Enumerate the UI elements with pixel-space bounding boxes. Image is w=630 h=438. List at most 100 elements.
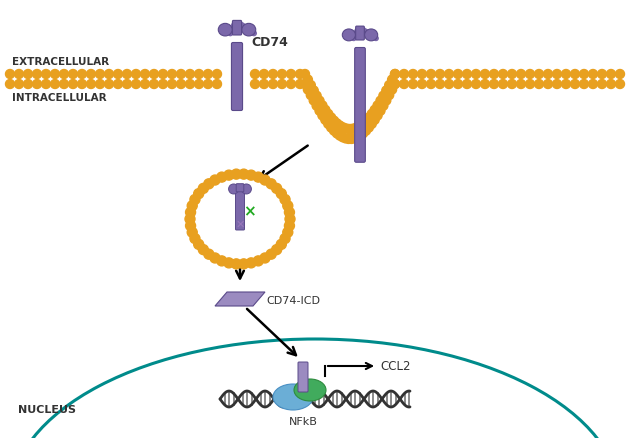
- Circle shape: [69, 80, 77, 89]
- FancyBboxPatch shape: [298, 362, 308, 392]
- Circle shape: [14, 71, 23, 79]
- Text: INTRACELLULAR: INTRACELLULAR: [12, 93, 106, 103]
- Circle shape: [96, 71, 105, 79]
- Circle shape: [105, 71, 113, 79]
- Circle shape: [364, 124, 374, 133]
- Circle shape: [616, 80, 624, 89]
- Text: CD74-ICD: CD74-ICD: [266, 295, 320, 305]
- Circle shape: [508, 71, 517, 79]
- Circle shape: [338, 134, 347, 142]
- Circle shape: [326, 114, 336, 123]
- Circle shape: [284, 208, 294, 218]
- Circle shape: [231, 170, 241, 180]
- Circle shape: [580, 71, 588, 79]
- Circle shape: [525, 71, 534, 79]
- Circle shape: [287, 80, 295, 89]
- Circle shape: [350, 134, 359, 144]
- Circle shape: [268, 71, 277, 79]
- Circle shape: [382, 97, 391, 106]
- Circle shape: [105, 80, 113, 89]
- Circle shape: [454, 80, 462, 89]
- Circle shape: [329, 117, 338, 126]
- Circle shape: [301, 71, 309, 79]
- Text: EXTRACELLULAR: EXTRACELLULAR: [12, 57, 109, 67]
- Circle shape: [280, 195, 290, 205]
- Circle shape: [353, 134, 362, 142]
- Circle shape: [284, 221, 294, 231]
- Circle shape: [260, 254, 270, 263]
- Circle shape: [399, 71, 408, 79]
- Circle shape: [376, 107, 385, 116]
- Ellipse shape: [218, 24, 232, 37]
- Circle shape: [251, 71, 260, 79]
- Circle shape: [246, 258, 256, 268]
- Circle shape: [185, 71, 195, 79]
- Circle shape: [427, 71, 435, 79]
- Circle shape: [149, 80, 159, 89]
- Circle shape: [367, 110, 376, 119]
- Circle shape: [241, 184, 251, 194]
- Circle shape: [42, 71, 50, 79]
- Circle shape: [616, 71, 624, 79]
- FancyBboxPatch shape: [236, 184, 244, 192]
- Circle shape: [198, 245, 209, 255]
- Circle shape: [306, 81, 315, 90]
- Circle shape: [212, 80, 222, 89]
- Circle shape: [268, 80, 277, 89]
- Circle shape: [391, 80, 399, 89]
- Circle shape: [198, 184, 209, 194]
- Circle shape: [338, 124, 347, 132]
- Circle shape: [231, 259, 241, 269]
- Ellipse shape: [294, 379, 326, 401]
- Circle shape: [277, 80, 287, 89]
- Circle shape: [408, 71, 418, 79]
- Circle shape: [23, 71, 33, 79]
- Circle shape: [113, 80, 122, 89]
- Circle shape: [33, 71, 42, 79]
- Ellipse shape: [242, 24, 256, 37]
- Circle shape: [508, 80, 517, 89]
- Circle shape: [544, 80, 553, 89]
- Circle shape: [385, 92, 394, 100]
- Circle shape: [272, 245, 282, 255]
- Circle shape: [324, 120, 333, 129]
- Circle shape: [435, 80, 445, 89]
- Circle shape: [553, 71, 561, 79]
- Circle shape: [525, 80, 534, 89]
- Circle shape: [14, 80, 23, 89]
- Circle shape: [435, 71, 445, 79]
- Circle shape: [347, 125, 356, 134]
- Text: NUCLEUS: NUCLEUS: [18, 404, 76, 414]
- Circle shape: [266, 180, 276, 189]
- Circle shape: [318, 102, 327, 111]
- Circle shape: [122, 80, 132, 89]
- Circle shape: [427, 80, 435, 89]
- Circle shape: [86, 80, 96, 89]
- Circle shape: [364, 114, 374, 123]
- Circle shape: [283, 201, 293, 211]
- Circle shape: [350, 124, 359, 134]
- Circle shape: [315, 97, 324, 106]
- Circle shape: [96, 80, 105, 89]
- Ellipse shape: [273, 384, 313, 410]
- Circle shape: [59, 71, 69, 79]
- Circle shape: [544, 71, 553, 79]
- Circle shape: [607, 80, 616, 89]
- Circle shape: [553, 80, 561, 89]
- Ellipse shape: [365, 30, 378, 42]
- Circle shape: [445, 71, 454, 79]
- Circle shape: [490, 80, 498, 89]
- Circle shape: [168, 80, 176, 89]
- Circle shape: [69, 71, 77, 79]
- Circle shape: [312, 92, 321, 101]
- Circle shape: [335, 132, 345, 141]
- Circle shape: [387, 86, 397, 95]
- Circle shape: [185, 215, 195, 225]
- Circle shape: [597, 71, 607, 79]
- Circle shape: [471, 71, 481, 79]
- Circle shape: [471, 80, 481, 89]
- Circle shape: [498, 71, 508, 79]
- Circle shape: [382, 87, 391, 96]
- Circle shape: [588, 80, 597, 89]
- Circle shape: [217, 173, 227, 183]
